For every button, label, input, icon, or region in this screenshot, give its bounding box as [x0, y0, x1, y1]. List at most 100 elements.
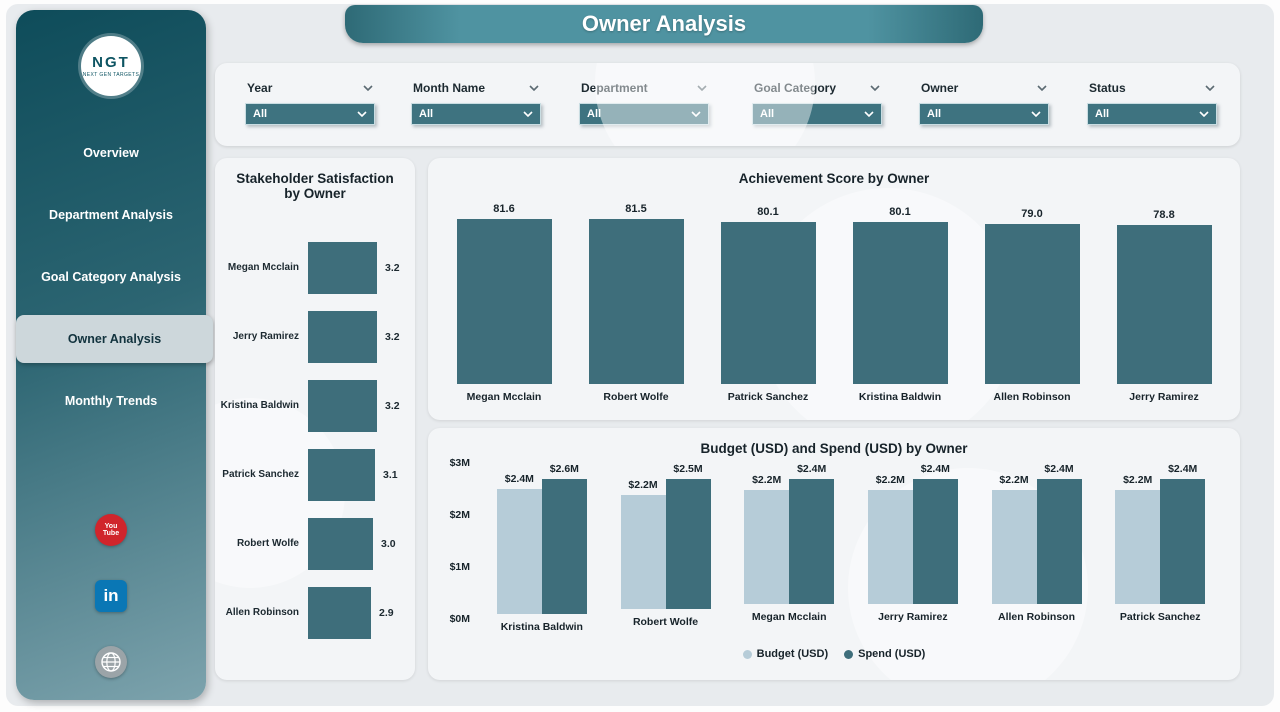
- satisfaction-bar[interactable]: [308, 517, 373, 570]
- achievement-column: 81.6 Megan Mcclain: [438, 201, 570, 403]
- achievement-bar-stack: 80.1: [852, 201, 948, 384]
- spend-usd-bar[interactable]: [665, 479, 711, 609]
- budget-y-tick: $0M: [449, 613, 470, 625]
- filter-dropdown-year[interactable]: All: [245, 103, 375, 125]
- filter-header-year[interactable]: Year: [245, 81, 375, 95]
- sidebar: NGT NEXT GEN TARGETS Overview Department …: [16, 10, 213, 700]
- budget-chart-title: Budget (USD) and Spend (USD) by Owner: [700, 441, 968, 456]
- spend-usd-value: $2.5M: [673, 463, 703, 475]
- spend-usd-bar[interactable]: [541, 479, 587, 614]
- filter-label: Status: [1089, 81, 1126, 95]
- budget-y-tick: $2M: [449, 509, 470, 521]
- linkedin-icon-glyph: in: [103, 586, 119, 605]
- achievement-bar[interactable]: [720, 222, 816, 384]
- legend-item-budget-usd[interactable]: Budget (USD): [742, 648, 829, 660]
- filter-panel: Year All Month Name All Department All Goal Ca…: [215, 63, 1240, 146]
- budget-usd-value: $2.4M: [504, 473, 534, 485]
- spend-usd-column: $2.4M: [912, 463, 958, 604]
- filter-label: Year: [247, 81, 273, 95]
- spend-usd-bar[interactable]: [789, 479, 835, 604]
- legend-item-spend-usd[interactable]: Spend (USD): [844, 648, 925, 660]
- filter-dropdown-status[interactable]: All: [1087, 103, 1217, 125]
- filter-header-month-name[interactable]: Month Name: [411, 81, 541, 95]
- achievement-chart-title: Achievement Score by Owner: [738, 171, 930, 186]
- satisfaction-chart: Megan Mcclain 3.2 Jerry Ramirez 3.2 Kristina…: [215, 233, 415, 647]
- budget-usd-bar[interactable]: [496, 489, 542, 614]
- budget-bar-pair: $2.2M $2.4M: [1115, 463, 1206, 604]
- sidebar-item-department-analysis[interactable]: Department Analysis: [16, 184, 206, 246]
- achievement-value: 80.1: [757, 206, 779, 218]
- sidebar-item-label: Department Analysis: [49, 208, 173, 222]
- achievement-bar[interactable]: [456, 219, 552, 384]
- filter-header-status[interactable]: Status: [1087, 81, 1217, 95]
- spend-usd-column: $2.6M: [541, 463, 587, 614]
- achievement-bar[interactable]: [1116, 225, 1212, 384]
- satisfaction-bar[interactable]: [308, 448, 375, 501]
- budget-chart-y-axis: $3M $2M $1M $0M: [438, 457, 474, 625]
- achievement-bar[interactable]: [984, 224, 1080, 384]
- achievement-bar[interactable]: [852, 222, 948, 384]
- sidebar-item-goal-category-analysis[interactable]: Goal Category Analysis: [16, 246, 206, 308]
- satisfaction-value: 3.2: [385, 399, 400, 412]
- budget-bar-pair: $2.2M $2.5M: [620, 463, 711, 609]
- spend-usd-column: $2.5M: [665, 463, 711, 609]
- spend-usd-bar[interactable]: [1036, 479, 1082, 604]
- chevron-down-icon: [523, 111, 533, 117]
- filter-header-owner[interactable]: Owner: [919, 81, 1049, 95]
- achievement-bar-stack: 78.8: [1116, 201, 1212, 384]
- chevron-down-icon: [1199, 111, 1209, 117]
- satisfaction-bar[interactable]: [308, 310, 377, 363]
- linkedin-icon[interactable]: in: [95, 580, 127, 612]
- spend-usd-bar[interactable]: [1160, 479, 1206, 604]
- logo-subtext: NEXT GEN TARGETS: [82, 72, 140, 78]
- budget-usd-bar[interactable]: [744, 490, 790, 604]
- budget-usd-bar[interactable]: [867, 490, 913, 604]
- achievement-column: 81.5 Robert Wolfe: [570, 201, 702, 403]
- sidebar-item-label: Overview: [83, 146, 139, 160]
- filter-label: Goal Category: [754, 81, 837, 95]
- filter-selected-value: All: [587, 108, 602, 120]
- satisfaction-bar[interactable]: [308, 379, 377, 432]
- sidebar-item-label: Monthly Trends: [64, 394, 158, 408]
- budget-group: $2.2M $2.4M Allen Robinson: [975, 463, 1099, 623]
- budget-usd-column: $2.2M: [991, 474, 1037, 604]
- website-globe-icon[interactable]: [95, 646, 127, 678]
- ngt-logo: NGT NEXT GEN TARGETS: [81, 36, 141, 96]
- filter-status: Status All: [1087, 81, 1217, 125]
- filter-dropdown-month-name[interactable]: All: [411, 103, 541, 125]
- budget-usd-bar[interactable]: [991, 490, 1037, 604]
- chevron-down-icon: [697, 85, 707, 91]
- satisfaction-bar[interactable]: [308, 241, 377, 294]
- spend-usd-value: $2.4M: [1168, 463, 1198, 475]
- legend-label: Budget (USD): [756, 648, 829, 660]
- spend-usd-column: $2.4M: [789, 463, 835, 604]
- sidebar-item-overview[interactable]: Overview: [16, 122, 206, 184]
- social-links: You Tube in: [16, 514, 206, 678]
- filter-label: Department: [581, 81, 648, 95]
- youtube-icon[interactable]: You Tube: [95, 514, 127, 546]
- filter-header-department[interactable]: Department: [579, 81, 709, 95]
- sidebar-item-owner-analysis[interactable]: Owner Analysis: [16, 315, 213, 363]
- filter-selected-value: All: [760, 108, 775, 120]
- achievement-owner-name: Megan Mcclain: [466, 391, 542, 403]
- satisfaction-row: Jerry Ramirez 3.2: [215, 302, 415, 371]
- achievement-bar[interactable]: [588, 219, 684, 384]
- chevron-down-icon: [864, 111, 874, 117]
- sidebar-item-label: Owner Analysis: [67, 332, 162, 346]
- sidebar-item-monthly-trends[interactable]: Monthly Trends: [16, 370, 206, 432]
- filter-dropdown-owner[interactable]: All: [919, 103, 1049, 125]
- filter-dropdown-goal-category[interactable]: All: [752, 103, 882, 125]
- budget-usd-bar[interactable]: [620, 495, 666, 609]
- sidebar-item-label: Goal Category Analysis: [41, 270, 181, 284]
- filter-selected-value: All: [419, 108, 434, 120]
- budget-usd-column: $2.2M: [867, 474, 913, 604]
- filter-dropdown-department[interactable]: All: [579, 103, 709, 125]
- budget-usd-bar[interactable]: [1115, 490, 1161, 604]
- filter-header-goal-category[interactable]: Goal Category: [752, 81, 882, 95]
- achievement-bar-stack: 79.0: [984, 201, 1080, 384]
- satisfaction-bar[interactable]: [308, 586, 371, 639]
- spend-usd-value: $2.4M: [797, 463, 827, 475]
- spend-usd-bar[interactable]: [912, 479, 958, 604]
- satisfaction-row: Patrick Sanchez 3.1: [215, 440, 415, 509]
- achievement-owner-name: Patrick Sanchez: [727, 391, 809, 403]
